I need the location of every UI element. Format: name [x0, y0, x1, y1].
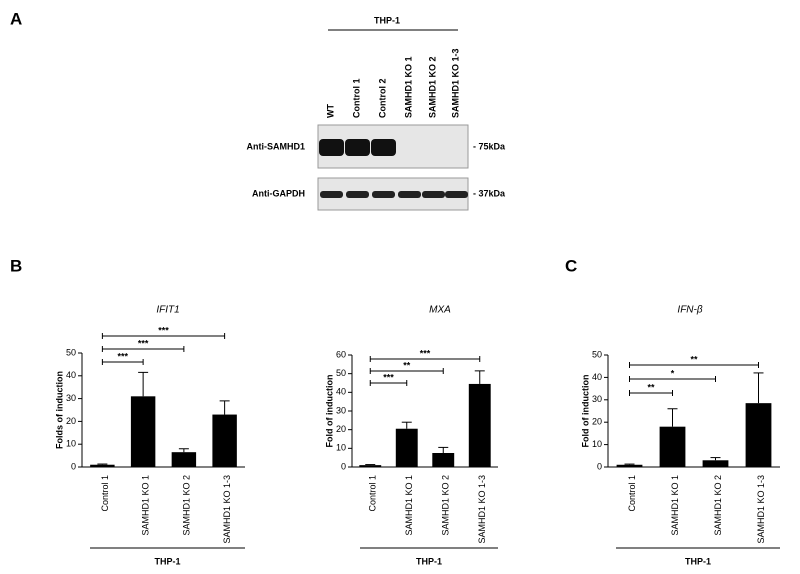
y-tick-label: 10 [66, 439, 76, 449]
significance-label: *** [420, 348, 431, 358]
bar [130, 396, 156, 467]
bar [616, 464, 643, 467]
lane-label: SAMHD1 KO 1-3 [450, 48, 460, 118]
blot-group: THP-1 [374, 15, 400, 25]
bar [432, 453, 455, 467]
lane-label: SAMHD1 KO 1 [403, 56, 413, 118]
y-tick-label: 20 [592, 417, 602, 427]
blot-row-label: Anti-GAPDH [252, 188, 305, 198]
blot-row-label: Anti-SAMHD1 [247, 141, 306, 151]
y-axis-label: Fold of induction [324, 375, 334, 448]
y-tick-label: 20 [336, 424, 346, 434]
x-tick-label: SAMHD1 KO 2 [181, 475, 191, 536]
bar [90, 464, 115, 467]
y-tick-label: 0 [597, 461, 602, 471]
x-tick-label: SAMHD1 KO 1-3 [477, 475, 487, 544]
band [346, 191, 369, 198]
x-tick-label: SAMHD1 KO 1-3 [756, 475, 766, 544]
x-tick-label: SAMHD1 KO 1 [404, 475, 414, 536]
y-tick-label: 10 [592, 439, 602, 449]
y-tick-label: 50 [336, 368, 346, 378]
y-tick-label: 40 [336, 387, 346, 397]
band [345, 139, 370, 156]
band [371, 139, 396, 156]
lane-label: WT [325, 104, 335, 118]
x-tick-label: SAMHD1 KO 2 [713, 475, 723, 536]
panel-label: A [10, 9, 22, 28]
bar [659, 426, 686, 467]
band [320, 191, 343, 198]
y-axis-label: Fold of induction [580, 375, 590, 448]
band [398, 191, 421, 198]
y-tick-label: 40 [66, 370, 76, 380]
significance-label: *** [158, 325, 169, 335]
group-label: THP-1 [154, 556, 180, 566]
y-tick-label: 0 [341, 461, 346, 471]
bar [702, 460, 729, 467]
y-tick-label: 40 [592, 372, 602, 382]
significance-label: ** [647, 382, 655, 392]
lane-label: Control 1 [351, 79, 361, 119]
lane-label: SAMHD1 KO 2 [427, 56, 437, 118]
panel-label: B [10, 256, 22, 275]
y-tick-label: 20 [66, 416, 76, 426]
y-tick-label: 30 [336, 405, 346, 415]
x-tick-label: Control 1 [627, 475, 637, 512]
panel-label: C [565, 256, 577, 275]
x-tick-label: SAMHD1 KO 1 [670, 475, 680, 536]
significance-label: * [671, 368, 675, 378]
band [422, 191, 445, 198]
band [372, 191, 395, 198]
bar [468, 383, 491, 467]
x-tick-label: SAMHD1 KO 1-3 [222, 475, 232, 544]
significance-label: *** [383, 372, 394, 382]
x-tick-label: SAMHD1 KO 2 [441, 475, 451, 536]
x-tick-label: Control 1 [100, 475, 110, 512]
band [445, 191, 468, 198]
y-tick-label: 50 [592, 349, 602, 359]
y-tick-label: 50 [66, 347, 76, 357]
y-tick-label: 30 [592, 394, 602, 404]
group-label: THP-1 [416, 556, 442, 566]
chart-title: IFIT1 [156, 305, 179, 316]
y-tick-label: 10 [336, 443, 346, 453]
blot-size-label: - 37kDa [473, 188, 506, 198]
significance-label: *** [138, 338, 149, 348]
lane-label: Control 2 [377, 79, 387, 119]
y-tick-label: 60 [336, 349, 346, 359]
y-tick-label: 30 [66, 393, 76, 403]
significance-label: ** [690, 354, 698, 364]
x-tick-label: SAMHD1 KO 1 [141, 475, 151, 536]
bar [395, 428, 418, 467]
bar [212, 414, 237, 467]
bar [359, 465, 382, 467]
bar [171, 452, 197, 467]
chart-title: IFN-β [677, 305, 702, 316]
blot-size-label: - 75kDa [473, 141, 506, 151]
group-label: THP-1 [685, 556, 711, 566]
band [319, 139, 344, 156]
x-tick-label: Control 1 [368, 475, 378, 512]
significance-label: ** [403, 360, 411, 370]
y-tick-label: 0 [71, 461, 76, 471]
y-axis-label: Folds of induction [54, 371, 64, 449]
bar [745, 403, 772, 467]
chart-title: MXA [429, 305, 451, 316]
significance-label: *** [117, 351, 128, 361]
